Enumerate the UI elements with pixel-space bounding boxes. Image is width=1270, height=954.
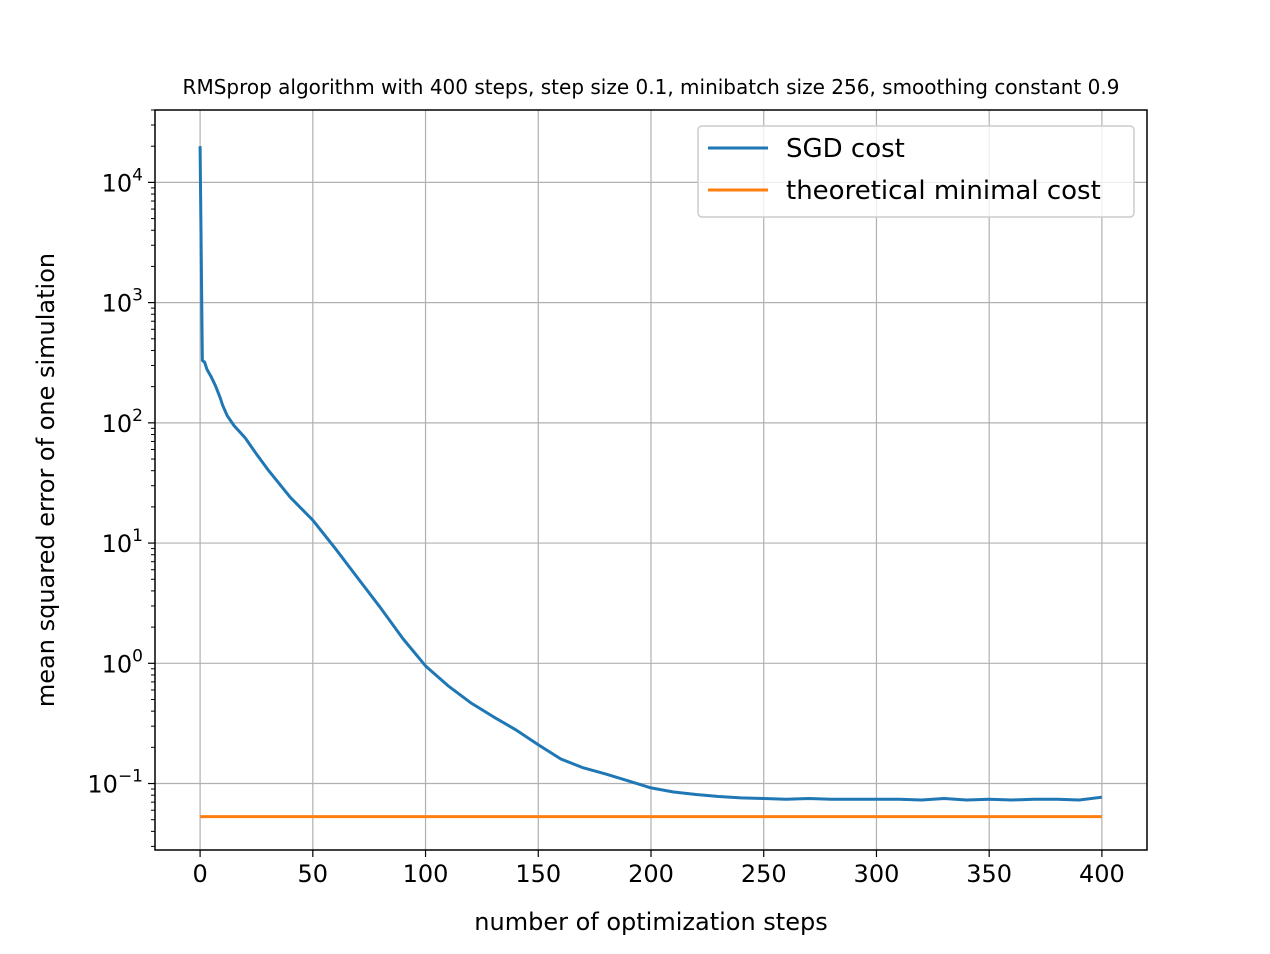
series-layer	[198, 146, 1103, 819]
x-tick-label: 200	[628, 860, 674, 888]
y-tick-label: 100	[102, 646, 143, 678]
x-tick-label: 350	[966, 860, 1012, 888]
chart-title: RMSprop algorithm with 400 steps, step s…	[183, 75, 1120, 99]
x-tick-label: 150	[515, 860, 561, 888]
y-tick-label: 10−1	[87, 767, 143, 799]
y-tick-label: 103	[102, 286, 143, 318]
legend: SGD cost theoretical minimal cost	[697, 125, 1135, 218]
legend-label-sgd-cost: SGD cost	[786, 134, 905, 164]
grid	[155, 110, 1147, 850]
x-axis-label: number of optimization steps	[474, 908, 827, 936]
legend-label-theoretical-minimal-cost: theoretical minimal cost	[786, 176, 1101, 206]
x-tick-label: 0	[192, 860, 207, 888]
y-tick-label: 102	[102, 406, 143, 438]
x-axis: 0 50 100 150 200 250 300 350 400	[192, 850, 1125, 888]
legend-box	[697, 125, 1135, 218]
x-tick-label: 300	[854, 860, 900, 888]
x-tick-label: 400	[1079, 860, 1125, 888]
series-line-sgd-cost	[198, 146, 1103, 802]
y-axis: 10−1 100 101 102 103 104	[87, 109, 155, 847]
y-tick-label: 104	[102, 165, 143, 197]
y-axis-label: mean squared error of one simulation	[32, 253, 60, 707]
x-tick-label: 250	[741, 860, 787, 888]
y-tick-label: 101	[102, 526, 143, 558]
x-tick-label: 50	[298, 860, 329, 888]
x-tick-label: 100	[403, 860, 449, 888]
